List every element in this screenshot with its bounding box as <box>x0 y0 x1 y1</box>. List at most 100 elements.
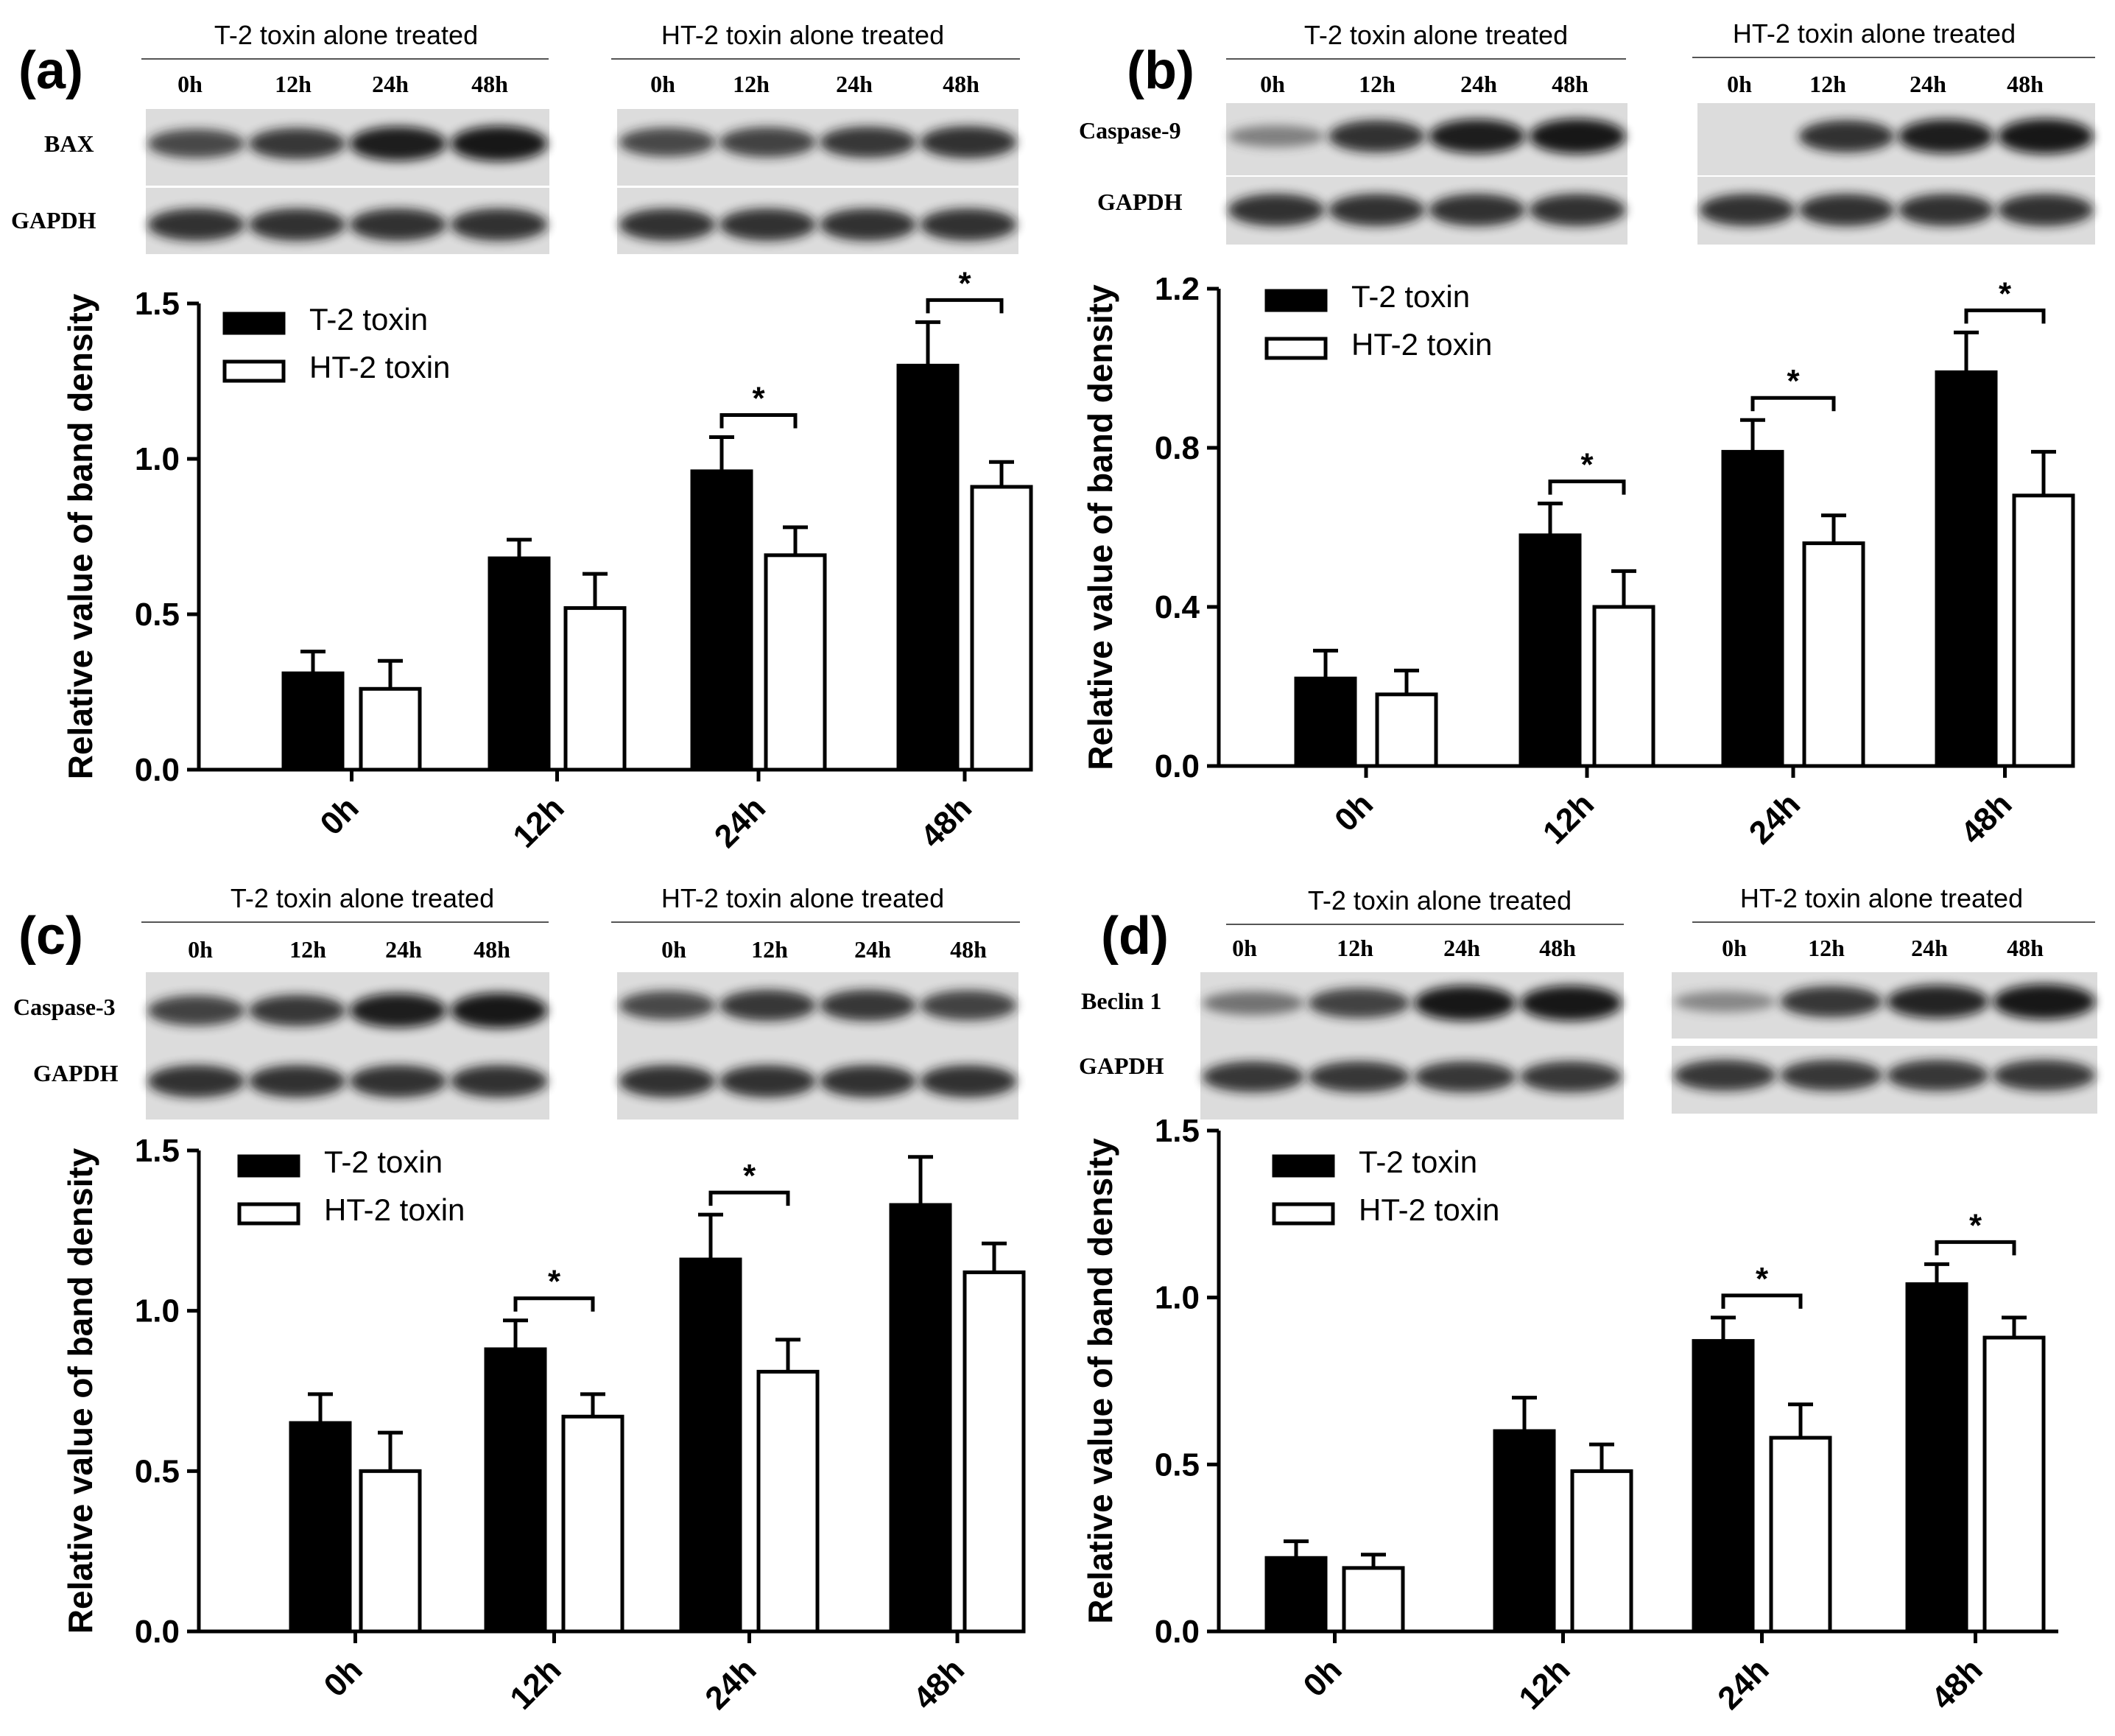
blot-band <box>619 127 716 157</box>
significance-star: * <box>1756 1261 1769 1297</box>
blot-header: T-2 toxin alone treated <box>1304 20 1568 50</box>
blot-band <box>450 1065 548 1097</box>
bar-ht2 <box>756 1369 820 1634</box>
blot-band <box>1308 988 1410 1019</box>
bar-t2 <box>1493 1429 1556 1634</box>
blot-lane-label: 24h <box>372 71 409 97</box>
blot-band <box>1699 194 1795 226</box>
significance-star: * <box>548 1264 561 1300</box>
blot-image <box>146 188 549 254</box>
blot-band <box>1202 1061 1304 1093</box>
blot-image <box>146 1050 549 1120</box>
blot-band <box>147 995 245 1026</box>
bar-ht2 <box>1982 1335 2046 1634</box>
blot-protein-label: Caspase-3 <box>13 994 116 1020</box>
bar-t2 <box>1264 1556 1328 1634</box>
blot-lane-label: 12h <box>751 936 788 963</box>
significance-star: * <box>1969 1207 1982 1243</box>
blot-band <box>1898 194 1994 226</box>
panel-a: (a) T-2 toxin alone treated 0h 12h 24h 48h HT-… <box>11 20 1033 855</box>
panel-label: (d) <box>1101 907 1169 966</box>
bar-ht2 <box>561 1414 624 1634</box>
blot-lane-label: 24h <box>1911 935 1948 961</box>
blot-lane-label: 0h <box>650 71 675 97</box>
blot-image <box>617 188 1018 254</box>
blot-band <box>248 127 346 160</box>
legend-swatch-t2 <box>222 312 286 335</box>
y-tick-label: 1.5 <box>1155 1113 1200 1149</box>
blot-band <box>719 127 816 158</box>
blot-lane-label: 12h <box>1337 935 1373 961</box>
blot-lane-label: 12h <box>1809 71 1846 97</box>
blot-band <box>147 208 245 241</box>
blot-header: T-2 toxin alone treated <box>214 20 478 50</box>
bar-ht2 <box>359 1469 422 1634</box>
bar-ht2 <box>1802 541 1865 768</box>
blot-header: HT-2 toxin alone treated <box>1740 883 2023 913</box>
blot-band <box>349 126 447 161</box>
blot-lane-label: 12h <box>1359 71 1396 97</box>
blot-band <box>1780 1059 1883 1092</box>
y-tick-label: 0.0 <box>1155 748 1200 784</box>
legend-swatch-ht2 <box>1272 1202 1335 1226</box>
blot-band <box>1993 984 2096 1019</box>
blot-lane-label: 48h <box>471 71 508 97</box>
bar-t2 <box>484 1347 547 1634</box>
legend-swatch-ht2 <box>222 359 286 383</box>
bar-t2 <box>1692 1339 1755 1634</box>
blot-header: HT-2 toxin alone treated <box>661 20 944 50</box>
blot-lane-label: 12h <box>275 71 312 97</box>
y-tick-label: 0.0 <box>135 752 180 788</box>
blot-lane-label: 0h <box>1260 71 1285 97</box>
blot-gapdh-label: GAPDH <box>1097 189 1183 215</box>
blot-band <box>450 126 548 161</box>
blot-lane-label: 48h <box>2007 71 2044 97</box>
significance-bracket <box>719 412 798 429</box>
legend-label: HT-2 toxin <box>309 350 450 384</box>
y-axis-label: Relative value of band density <box>1081 1138 1119 1624</box>
bar-t2 <box>281 671 345 772</box>
y-tick-label: 0.5 <box>1155 1447 1200 1483</box>
blot-band <box>1673 1059 1776 1092</box>
bar-t2 <box>889 1203 952 1634</box>
blot-image <box>1226 103 1627 175</box>
bar-t2 <box>1294 676 1357 768</box>
blot-band <box>147 129 245 158</box>
bar-ht2 <box>1570 1469 1633 1634</box>
bar-t2 <box>679 1257 742 1634</box>
blot-lane-label: 24h <box>836 71 873 97</box>
blot-gapdh-label: GAPDH <box>33 1060 119 1086</box>
bar-ht2 <box>764 553 827 772</box>
blot-band <box>1898 119 1994 154</box>
blot-band <box>1520 985 1622 1021</box>
significance-star: * <box>958 265 971 301</box>
blot-band <box>349 208 447 241</box>
x-tick-label: 48h <box>1924 1651 1989 1716</box>
blot-band <box>450 208 548 241</box>
blot-lane-label: 24h <box>385 936 422 963</box>
significance-bracket <box>926 298 1004 314</box>
x-tick-label: 24h <box>1742 786 1807 851</box>
blot-band <box>1798 194 1895 226</box>
bar-t2 <box>289 1421 352 1634</box>
legend-swatch-t2 <box>1264 289 1328 312</box>
panel-label: (c) <box>18 907 83 966</box>
blot-lane-label: 24h <box>1460 71 1497 97</box>
y-tick-label: 1.0 <box>135 1293 180 1329</box>
blot-image <box>146 109 549 186</box>
blot-band <box>920 208 1017 241</box>
blot-lane-label: 0h <box>1727 71 1752 97</box>
y-tick-label: 0.5 <box>135 597 180 633</box>
blot-protein-label: Beclin 1 <box>1081 988 1161 1014</box>
blot-image <box>1697 177 2095 245</box>
y-axis-label: Relative value of band density <box>61 293 99 779</box>
blot-gapdh-label: GAPDH <box>11 207 96 233</box>
x-tick-label: 0h <box>317 1651 370 1704</box>
blot-lane-label: 0h <box>177 71 203 97</box>
legend-swatch-ht2 <box>237 1202 300 1226</box>
blot-image <box>1226 177 1627 245</box>
y-axis-label: Relative value of band density <box>61 1148 99 1634</box>
blot-header: T-2 toxin alone treated <box>230 883 494 913</box>
